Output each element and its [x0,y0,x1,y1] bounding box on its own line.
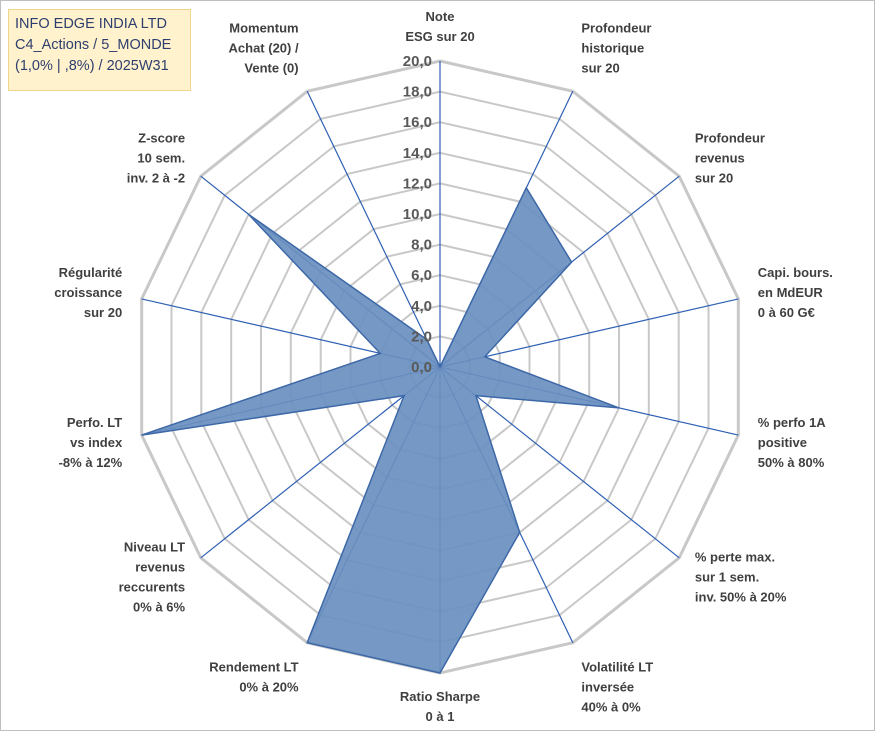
axis-label-line: sur 1 sem. [695,570,759,585]
axis-label-line: positive [758,435,807,450]
axis-label-line: Régularité [59,265,123,280]
radar-tick-labels: 0,0 2,0 4,0 6,0 8,0 10,0 12,0 14,0 16,0 18,0 20,0 [403,53,432,376]
axis-label-line: Rendement LT [209,660,298,675]
axis-label-line: ESG sur 20 [405,29,474,44]
axis-label-line: 0% à 6% [133,600,185,615]
axis-label-line: % perfo 1A [758,415,827,430]
axis-label-9: Niveau LT revenus reccurents 0% à 6% [119,540,186,615]
title-line-category: C4_Actions / 5_MONDE [15,37,172,53]
axis-label-line: croissance [54,285,122,300]
axis-label-line: Momentum [229,20,298,35]
axis-spoke-3 [439,298,739,368]
title-line-params: (1,0% | ,8%) / 2025W31 [15,58,169,74]
tick-label: 12,0 [403,175,432,192]
axis-label-line: Capi. bours. [758,265,833,280]
axis-label-line: Profondeur [581,20,651,35]
axis-spoke-13 [306,91,441,368]
axis-label-line: -8% à 12% [59,455,123,470]
axis-label-line: revenus [135,560,185,575]
axis-label-line: Profondeur [695,131,765,146]
axis-label-line: Z-score [138,131,185,146]
axis-label-line: sur 20 [695,171,733,186]
axis-label-line: Note [426,9,455,24]
axis-label-line: 0 à 60 G€ [758,305,815,320]
series-area [141,186,620,674]
tick-label: 4,0 [411,298,432,315]
title-line-company: INFO EDGE INDIA LTD [15,16,168,32]
axis-label-line: vs index [70,435,123,450]
tick-label: 20,0 [403,53,432,70]
tick-label: 2,0 [411,328,432,345]
axis-label-line: revenus [695,151,745,166]
tick-label: 0,0 [411,359,432,376]
axis-label-11: Régularité croissance sur 20 [54,265,122,320]
axis-label-line: Achat (20) / [229,40,299,55]
tick-label: 6,0 [411,267,432,284]
axis-label-8: Rendement LT 0% à 20% [209,660,299,695]
axis-label-line: 10 sem. [137,151,185,166]
axis-label-3: Capi. bours. en MdEUR 0 à 60 G€ [758,265,833,320]
axis-label-line: % perte max. [695,550,775,565]
axis-label-line: sur 20 [84,305,122,320]
axis-label-line: inversée [581,680,634,695]
axis-label-line: Volatilité LT [581,660,653,675]
axis-label-4: % perfo 1A positive 50% à 80% [758,415,827,470]
axis-label-line: en MdEUR [758,285,824,300]
radar-axis-labels: Note ESG sur 20 Profondeur historique sur 20… [54,9,833,724]
axis-label-line: 40% à 0% [581,700,641,715]
tick-label: 14,0 [403,145,432,162]
axis-label-line: Vente (0) [244,60,298,75]
axis-label-line: sur 20 [581,60,619,75]
axis-label-7: Ratio Sharpe 0 à 1 [400,689,480,724]
axis-label-line: Ratio Sharpe [400,689,480,704]
axis-label-2: Profondeur revenus sur 20 [695,131,765,186]
axis-label-line: 50% à 80% [758,455,825,470]
axis-label-5: % perte max. sur 1 sem. inv. 50% à 20% [695,550,787,605]
axis-spoke-5 [439,366,680,559]
axis-label-1: Profondeur historique sur 20 [581,20,651,75]
axis-label-6: Volatilité LT inversée 40% à 0% [581,660,653,715]
chart-title-box: INFO EDGE INDIA LTD C4_Actions / 5_MONDE… [8,9,191,91]
axis-label-line: reccurents [119,580,185,595]
axis-label-13: Momentum Achat (20) / Vente (0) [229,20,299,75]
axis-label-line: Perfo. LT [67,415,122,430]
axis-label-line: inv. 50% à 20% [695,590,787,605]
axis-label-0: Note ESG sur 20 [405,9,474,44]
tick-label: 8,0 [411,237,432,254]
radar-series [141,186,620,674]
axis-label-line: 0% à 20% [239,680,299,695]
tick-label: 10,0 [403,206,432,223]
axis-label-line: inv. 2 à -2 [127,171,185,186]
axis-spoke-9 [200,366,441,559]
tick-label: 16,0 [403,114,432,131]
axis-label-line: historique [581,40,644,55]
axis-label-line: Niveau LT [124,540,185,555]
axis-label-10: Perfo. LT vs index -8% à 12% [59,415,123,470]
axis-label-12: Z-score 10 sem. inv. 2 à -2 [127,131,185,186]
tick-label: 18,0 [403,84,432,101]
axis-label-line: 0 à 1 [426,709,455,724]
